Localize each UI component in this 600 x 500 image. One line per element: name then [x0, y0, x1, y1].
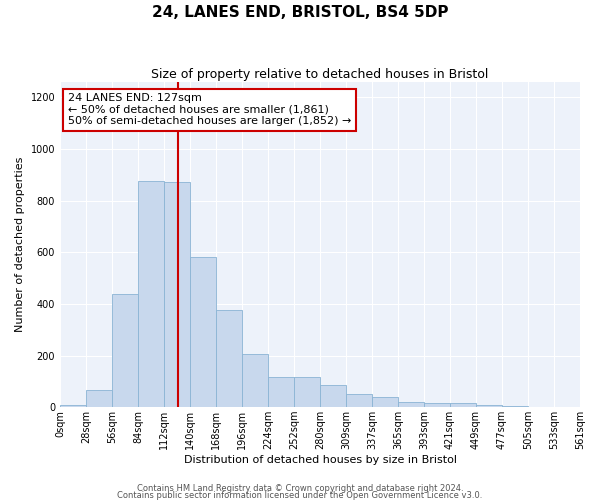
Bar — [268, 378, 294, 407]
Bar — [320, 385, 346, 407]
Bar — [242, 354, 268, 407]
Bar — [216, 310, 242, 407]
Y-axis label: Number of detached properties: Number of detached properties — [15, 156, 25, 332]
Text: 24 LANES END: 127sqm
← 50% of detached houses are smaller (1,861)
50% of semi-de: 24 LANES END: 127sqm ← 50% of detached h… — [68, 93, 351, 126]
Text: 24, LANES END, BRISTOL, BS4 5DP: 24, LANES END, BRISTOL, BS4 5DP — [152, 5, 448, 20]
Bar — [86, 390, 112, 407]
Bar — [424, 404, 450, 407]
Bar — [372, 398, 398, 407]
Text: Contains HM Land Registry data © Crown copyright and database right 2024.: Contains HM Land Registry data © Crown c… — [137, 484, 463, 493]
Title: Size of property relative to detached houses in Bristol: Size of property relative to detached ho… — [151, 68, 489, 80]
Bar — [138, 181, 164, 407]
Bar — [398, 402, 424, 407]
X-axis label: Distribution of detached houses by size in Bristol: Distribution of detached houses by size … — [184, 455, 457, 465]
Bar — [476, 404, 502, 407]
Bar — [502, 406, 528, 407]
Text: Contains public sector information licensed under the Open Government Licence v3: Contains public sector information licen… — [118, 490, 482, 500]
Bar — [294, 378, 320, 407]
Bar — [450, 404, 476, 407]
Bar — [164, 182, 190, 407]
Bar — [190, 258, 216, 407]
Bar — [346, 394, 372, 407]
Bar — [60, 404, 86, 407]
Bar — [112, 294, 138, 407]
